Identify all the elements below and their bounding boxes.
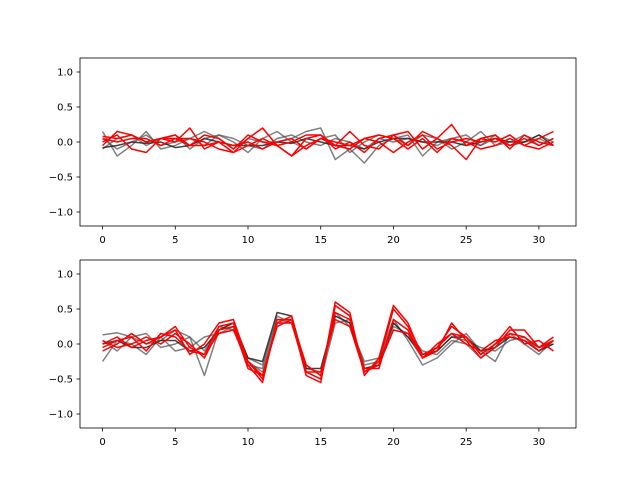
subplot-top: 0 5 10 15 20 25 30 −1.0 −0.5 0.0 0.5 1.0 [49,57,577,246]
x-tick-label: 15 [314,235,327,246]
y-tick-label: −0.5 [49,173,73,184]
series-group [101,123,554,164]
y-tick-label: 0.0 [57,340,73,351]
series-line-8 [102,318,554,377]
x-tick-label: 15 [314,437,327,448]
y-tick-label: 0.5 [57,103,73,114]
x-tick-label: 5 [172,235,178,246]
y-tick-label: 1.0 [57,68,73,79]
y-tick-label: −1.0 [49,410,73,421]
y-tick-label: 1.0 [57,270,73,281]
x-tick-label: 5 [172,437,178,448]
x-tick-label: 0 [99,235,105,246]
x-tick-label: 20 [387,437,400,448]
x-tick-label: 25 [460,235,473,246]
y-tick-label: 0.5 [57,305,73,316]
y-tick-label: 0.0 [57,138,73,149]
x-tick-label: 30 [533,437,546,448]
series-group [101,301,554,384]
y-tick-label: −1.0 [49,208,73,219]
x-tick-label: 0 [99,437,105,448]
series-line-8 [102,134,554,157]
x-tick-label: 10 [242,437,255,448]
x-tick-label: 30 [533,235,546,246]
x-tick-label: 25 [460,437,473,448]
y-tick-label: −0.5 [49,375,73,386]
x-tick-label: 20 [387,235,400,246]
x-tick-label: 10 [242,235,255,246]
subplot-bottom: 0 5 10 15 20 25 30 −1.0 −0.5 0.0 0.5 1.0 [49,259,577,448]
